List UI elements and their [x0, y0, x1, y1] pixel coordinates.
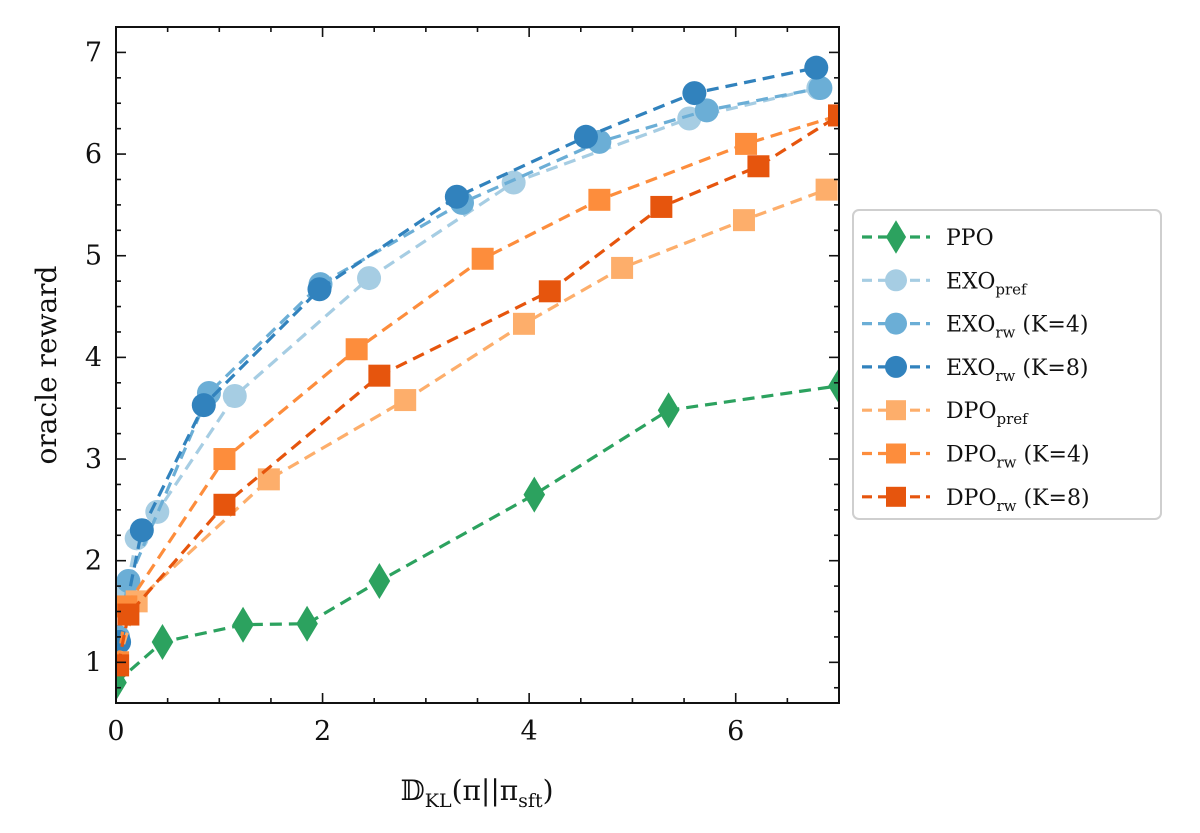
series-line-4 [116, 188, 828, 663]
data-point-4-3 [394, 389, 417, 412]
data-point-0-2 [232, 606, 254, 643]
y-tick-label: 2 [85, 546, 102, 577]
data-point-5-2 [213, 448, 236, 471]
data-point-0-1 [151, 624, 174, 661]
data-point-2-1 [116, 569, 141, 594]
legend-label-4: DPOpref [946, 399, 1029, 428]
data-point-0-7 [828, 367, 839, 404]
series-2 [116, 75, 833, 649]
x-axis-label-sub: KL [425, 790, 452, 812]
data-point-4-6 [732, 209, 755, 232]
legend-item-5: DPOrw (K=4) [862, 443, 1090, 472]
legend-label-0: PPO [946, 226, 994, 251]
legend-marker-5 [886, 443, 906, 464]
legend-item-1: EXOpref [862, 269, 1028, 298]
data-point-6-3 [368, 364, 391, 387]
data-point-3-7 [804, 55, 829, 80]
x-axis-label-close: ) [543, 774, 554, 807]
series-0 [116, 367, 839, 701]
data-point-6-6 [747, 155, 770, 178]
series-6 [116, 104, 839, 677]
y-tick-label: 5 [85, 241, 102, 272]
data-point-1-6 [501, 170, 526, 195]
data-point-6-5 [650, 195, 673, 218]
series-line-6 [116, 114, 839, 666]
data-point-1-5 [357, 266, 382, 291]
legend-marker-4 [886, 400, 906, 421]
data-point-6-4 [538, 280, 561, 303]
legend-frame [852, 209, 1162, 520]
series-3 [116, 55, 829, 655]
x-tick-label: 0 [107, 716, 124, 747]
series-line-2 [116, 86, 821, 638]
legend-item-0: PPO [862, 220, 994, 254]
x-axis-label-main: 𝔻 [400, 774, 424, 807]
y-axis-label: oracle reward [30, 265, 63, 464]
x-tick-label: 4 [521, 716, 538, 747]
data-point-0-6 [657, 392, 680, 429]
legend-label-6: DPOrw (K=8) [946, 486, 1090, 515]
plot-frame [115, 26, 840, 704]
series-layer [116, 55, 839, 701]
y-tick-label: 1 [85, 647, 102, 678]
data-point-1-3 [145, 499, 170, 524]
data-point-0-5 [523, 476, 546, 513]
data-point-0-3 [296, 605, 318, 642]
data-point-6-1 [117, 603, 140, 626]
y-tick-label: 6 [85, 139, 102, 170]
data-point-5-5 [588, 188, 611, 211]
data-point-5-4 [471, 247, 494, 270]
data-point-6-7 [828, 104, 839, 127]
series-line-3 [117, 66, 817, 643]
data-point-4-5 [611, 256, 634, 279]
legend-item-6: DPOrw (K=8) [862, 486, 1090, 515]
data-point-3-4 [444, 184, 469, 209]
data-point-6-2 [213, 493, 236, 516]
data-point-3-3 [307, 277, 332, 302]
legend-item-3: EXOrw (K=8) [862, 355, 1088, 385]
legend-marker-2 [885, 312, 907, 335]
data-point-2-6 [694, 98, 719, 123]
series-line-0 [116, 384, 839, 684]
x-axis-label-arg: (π||π [452, 774, 519, 807]
data-point-3-5 [573, 124, 598, 149]
legend-label-1: EXOpref [946, 269, 1028, 298]
data-point-5-3 [345, 338, 368, 361]
data-point-3-6 [682, 81, 707, 106]
data-point-0-4 [368, 563, 391, 600]
legend-marker-0 [885, 220, 907, 254]
series-line-1 [116, 86, 819, 643]
legend-label-5: DPOrw (K=4) [946, 443, 1090, 472]
data-point-3-2 [191, 393, 216, 418]
series-line-5 [116, 113, 839, 663]
legend: PPO EXOpref EXOrw (K=4) EXOrw (K=8) DPOpref D… [852, 209, 1162, 520]
data-point-1-4 [222, 384, 247, 409]
x-axis-label-argsub: sft [518, 790, 543, 812]
legend-marker-6 [886, 486, 906, 507]
data-point-4-2 [257, 468, 280, 491]
legend-item-2: EXOrw (K=4) [862, 312, 1088, 342]
data-point-6-0 [116, 654, 130, 677]
y-tick-label: 4 [85, 342, 102, 373]
legend-label-2: EXOrw (K=4) [946, 313, 1088, 342]
legend-marker-3 [885, 355, 907, 378]
series-1 [116, 75, 831, 655]
data-point-2-7 [808, 75, 833, 100]
data-point-4-7 [815, 178, 838, 201]
x-tick-label: 6 [727, 716, 744, 747]
x-tick-label: 2 [314, 716, 331, 747]
data-point-5-6 [735, 132, 758, 155]
ticks-layer: 0 2 4 6 1 2 3 4 5 6 7 [85, 27, 839, 747]
data-point-4-4 [512, 312, 535, 335]
legend-marker-1 [885, 269, 907, 292]
y-tick-label: 7 [85, 37, 102, 68]
y-tick-label: 3 [85, 444, 102, 475]
x-axis-label: 𝔻KL(π||πsft) [400, 774, 553, 812]
legend-item-4: DPOpref [862, 399, 1029, 428]
legend-label-3: EXOrw (K=8) [946, 356, 1088, 385]
data-point-3-1 [129, 518, 154, 543]
